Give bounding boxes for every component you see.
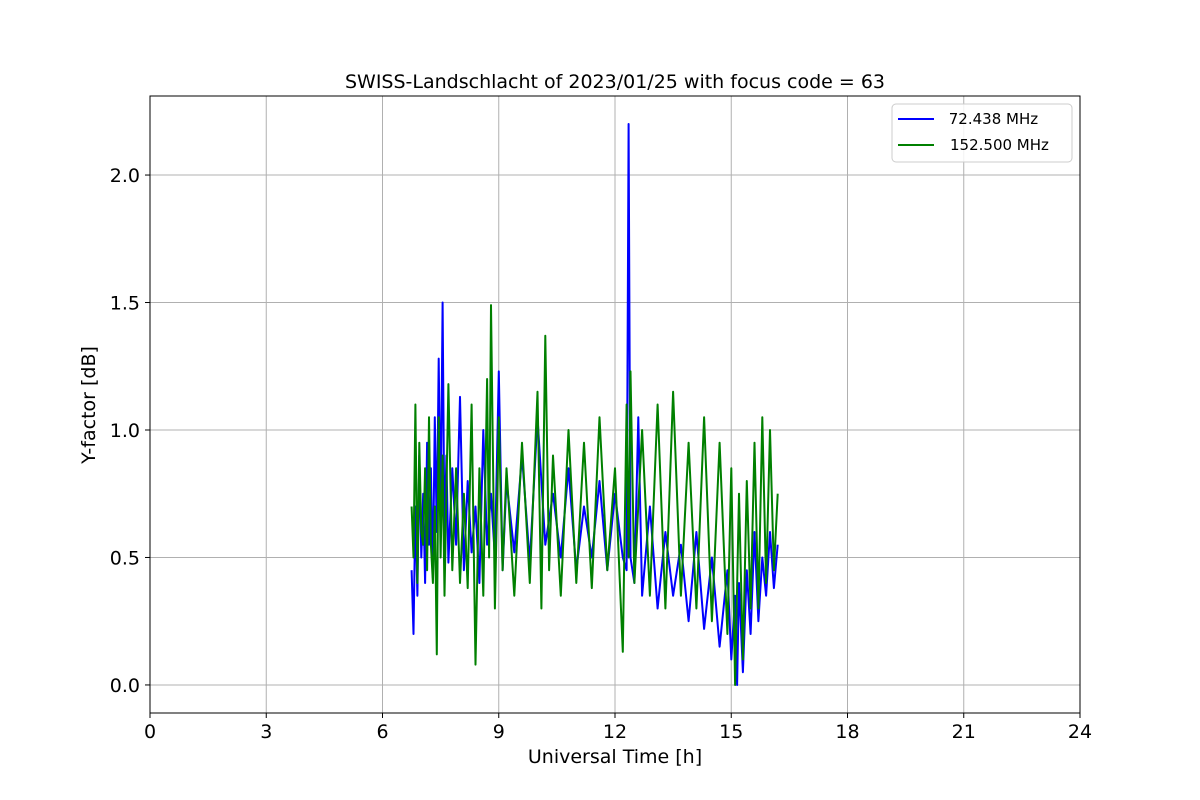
legend: 72.438 MHz 152.500 MHz: [891, 103, 1073, 163]
y-tick-label: 0.5: [110, 547, 140, 569]
plot-series: [410, 123, 779, 686]
y-axis-label: Y-factor [dB]: [78, 346, 100, 465]
axis-ticks: 0 3 6 9 12 15 18 21 24 0.0 0.5 1.0 1.5 2.0: [110, 165, 1092, 743]
x-tick-label: 3: [260, 721, 272, 743]
x-tick-label: 18: [835, 721, 859, 743]
x-tick-label: 6: [376, 721, 388, 743]
series-line-152mhz: [410, 304, 779, 686]
legend-label-152mhz: 152.500 MHz: [950, 136, 1049, 154]
y-tick-label: 1.5: [110, 293, 140, 315]
y-tick-label: 0.0: [110, 675, 140, 697]
x-tick-label: 9: [493, 721, 505, 743]
x-axis-label: Universal Time [h]: [528, 746, 702, 768]
y-tick-label: 1.0: [110, 420, 140, 442]
x-tick-label: 12: [603, 721, 627, 743]
x-tick-label: 0: [144, 721, 156, 743]
legend-label-72mhz: 72.438 MHz: [944, 110, 1038, 128]
x-tick-label: 21: [952, 721, 976, 743]
x-tick-label: 15: [719, 721, 743, 743]
x-tick-label: 24: [1068, 721, 1092, 743]
y-tick-label: 2.0: [110, 165, 140, 187]
chart-title: SWISS-Landschlacht of 2023/01/25 with fo…: [345, 71, 885, 93]
legend-box: [891, 103, 1073, 163]
